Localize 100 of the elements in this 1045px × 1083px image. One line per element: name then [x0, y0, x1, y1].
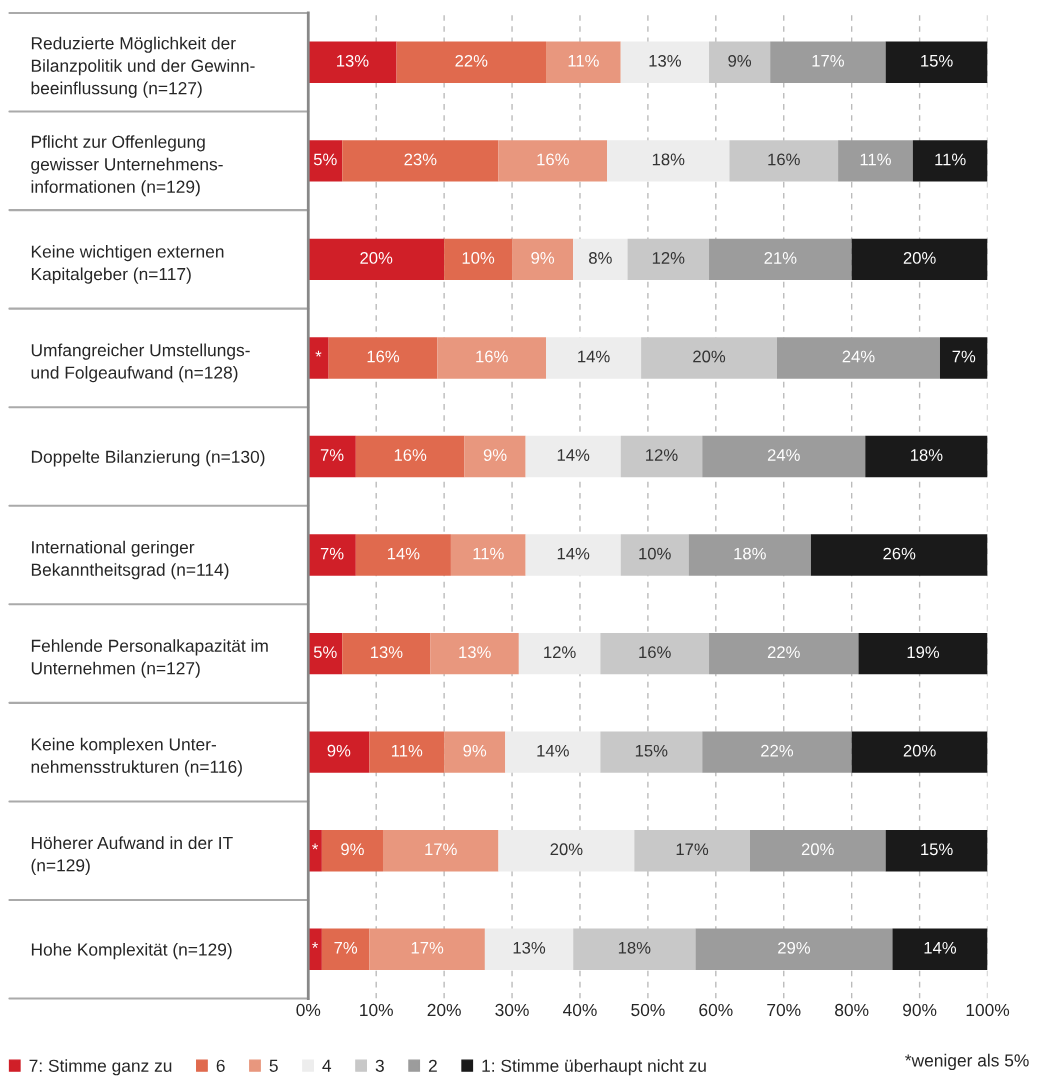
- bar: [546, 337, 642, 379]
- x-tick-label: 50%: [631, 1003, 665, 1017]
- y-tick-label: Fehlende Personalkapazität im Unternehmen (n=127): [31, 639, 268, 678]
- bar: [851, 731, 988, 773]
- data-label: 18%: [734, 547, 766, 560]
- x-tick-label: 40%: [563, 1003, 597, 1017]
- bar: [573, 928, 696, 970]
- x-tick-label: 30%: [495, 1003, 529, 1017]
- data-label: 20%: [801, 843, 834, 856]
- bar: [709, 632, 859, 675]
- legend-label: 5: [269, 1059, 278, 1072]
- bar: [369, 731, 445, 773]
- data-label: 13%: [513, 941, 546, 954]
- bar: [729, 140, 839, 182]
- data-label: 14%: [387, 547, 420, 560]
- data-label: 22%: [455, 54, 488, 67]
- data-label: 5%: [313, 153, 337, 166]
- bar: [865, 435, 988, 478]
- data-label: 9%: [327, 744, 351, 757]
- bar: [308, 731, 370, 773]
- data-label: 14%: [578, 350, 610, 363]
- bar: [437, 337, 547, 379]
- data-label: 18%: [652, 153, 685, 166]
- data-label: 11%: [935, 153, 966, 166]
- x-tick-label: 80%: [835, 1003, 869, 1017]
- data-label: 16%: [394, 449, 427, 461]
- bar: [382, 830, 499, 872]
- data-label: 16%: [537, 153, 569, 166]
- bar: [702, 435, 866, 478]
- y-tick-label: Hohe Komplexität (n=129): [31, 942, 232, 960]
- bar: [776, 337, 940, 379]
- data-label: 17%: [812, 55, 844, 67]
- data-label: 24%: [842, 350, 875, 363]
- bar: [695, 928, 893, 970]
- data-label: 20%: [903, 252, 936, 264]
- data-label: 22%: [767, 646, 800, 658]
- data-label: 7%: [320, 547, 344, 560]
- data-label: 16%: [639, 646, 671, 659]
- data-label: 18%: [910, 449, 943, 461]
- bar: [892, 928, 988, 970]
- data-label: 7%: [320, 449, 344, 461]
- y-tick-label: Reduzierte Möglichkeit der Bilanzpolitik und der Gewinn- beeinflussung (n=127): [31, 36, 255, 98]
- x-tick-label: 0%: [296, 1003, 321, 1017]
- bar: [838, 140, 913, 182]
- bar: [328, 337, 438, 379]
- data-label: 17%: [676, 843, 709, 856]
- data-label: 17%: [411, 941, 444, 954]
- data-label: 24%: [767, 449, 800, 461]
- x-tick-label: 100%: [966, 1003, 1010, 1017]
- bar: [444, 238, 513, 281]
- data-label: 14%: [924, 941, 957, 954]
- bar: [600, 632, 710, 675]
- x-tick-label: 10%: [360, 1003, 393, 1017]
- bar: [484, 928, 574, 970]
- bar: [342, 632, 431, 675]
- bar: [308, 41, 397, 83]
- data-label: 17%: [425, 843, 457, 856]
- data-label: 9%: [483, 449, 507, 461]
- bar: [321, 928, 370, 970]
- bar: [396, 41, 547, 83]
- bar: [355, 435, 465, 478]
- bar: [858, 632, 988, 675]
- bar: [634, 830, 750, 872]
- data-label: 12%: [544, 646, 576, 658]
- data-label: 20%: [360, 252, 393, 264]
- bar: [939, 337, 988, 379]
- data-label: 23%: [404, 153, 437, 166]
- bar: [885, 830, 988, 872]
- data-label: 12%: [652, 252, 685, 264]
- bar: [641, 337, 777, 379]
- bar: [912, 140, 988, 182]
- bar: [620, 534, 689, 576]
- x-tick-label: 90%: [903, 1003, 937, 1017]
- data-label: 14%: [537, 744, 569, 757]
- bar: [688, 534, 811, 576]
- data-label: 15%: [921, 843, 953, 856]
- legend-label: 1: Stimme überhaupt nicht zu: [482, 1059, 706, 1076]
- data-label: 8%: [589, 252, 612, 264]
- data-label: 9%: [531, 252, 555, 264]
- y-tick-label: Doppelte Bilanzierung (n=130): [31, 450, 265, 467]
- bar: [321, 830, 383, 872]
- text: *weniger als 5%: [905, 1053, 1029, 1070]
- bar: [355, 534, 451, 576]
- data-label: 20%: [693, 350, 726, 363]
- bar: [709, 238, 852, 281]
- x-tick-label: 20%: [427, 1003, 461, 1017]
- legend-label: 7: Stimme ganz zu: [29, 1059, 172, 1076]
- data-label: 13%: [459, 646, 491, 659]
- data-label: 11%: [860, 153, 891, 166]
- bar: [450, 534, 526, 576]
- legend-label: 2: [428, 1059, 437, 1072]
- data-label: 13%: [337, 54, 369, 67]
- bar: [627, 238, 710, 281]
- y-tick-label: Keine komplexen Unter- nehmensstrukturen (n=116): [31, 737, 242, 777]
- bar: [709, 41, 771, 83]
- data-label: 26%: [883, 547, 916, 560]
- data-label: *: [312, 942, 319, 948]
- data-label: 12%: [646, 449, 678, 461]
- bar: [546, 41, 621, 83]
- data-label: 18%: [618, 941, 651, 954]
